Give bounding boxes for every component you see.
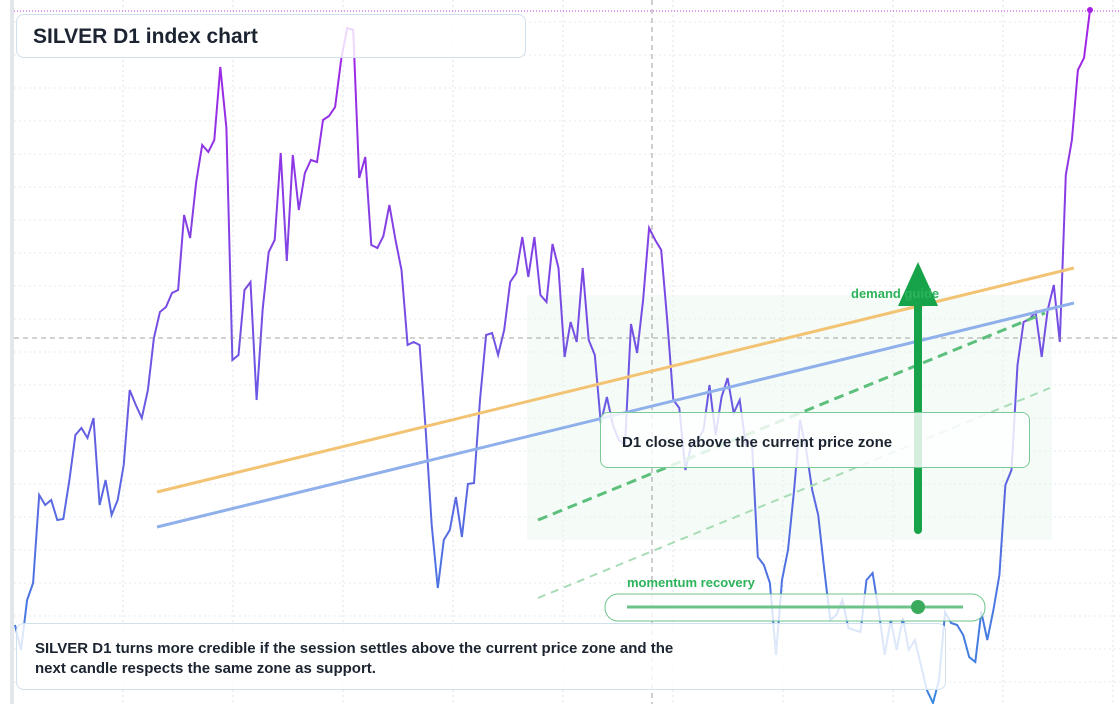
chart-title: SILVER D1 index chart xyxy=(16,14,526,58)
annotation: demand guide xyxy=(851,286,939,301)
callout: D1 close above the current price zone xyxy=(600,412,1030,468)
last-point xyxy=(1087,7,1093,13)
left-edge xyxy=(10,0,14,704)
summary-text: SILVER D1 turns more credible if the ses… xyxy=(35,640,674,677)
arrow-head xyxy=(898,262,938,306)
momentum-knob xyxy=(911,600,925,614)
summary-note: SILVER D1 turns more credible if the ses… xyxy=(16,623,946,690)
annotation: momentum recovery xyxy=(627,575,756,590)
